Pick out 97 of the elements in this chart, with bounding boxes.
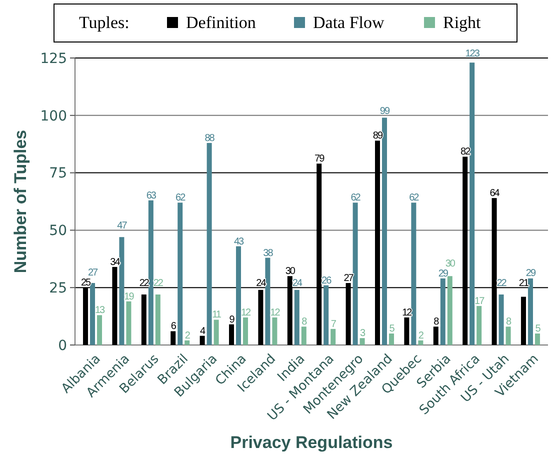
- data-label: 22: [139, 278, 150, 290]
- y-tick-label: 25: [49, 280, 67, 296]
- bar: [382, 118, 387, 345]
- data-label: 64: [490, 188, 500, 200]
- bar: [404, 317, 410, 345]
- bar: [126, 301, 132, 345]
- data-label: 62: [350, 192, 362, 204]
- data-label: 8: [434, 316, 440, 328]
- y-tick-label: 50: [49, 223, 67, 240]
- data-label: 12: [270, 307, 281, 318]
- data-label: 22: [153, 278, 164, 290]
- data-label: 17: [474, 296, 486, 307]
- data-label: 24: [292, 278, 303, 290]
- data-label: 5: [389, 324, 396, 335]
- bar: [294, 290, 300, 345]
- legend-label: Right: [443, 13, 482, 32]
- data-label: 22: [496, 278, 508, 290]
- bar: [528, 278, 533, 345]
- legend-title: Tuples:: [79, 13, 130, 32]
- bar: [236, 246, 242, 345]
- bar: [141, 294, 146, 345]
- data-label: 30: [445, 258, 456, 270]
- data-label: 29: [526, 268, 536, 280]
- bar: [119, 237, 124, 345]
- bar: [330, 328, 336, 345]
- bar: [184, 340, 190, 345]
- bar: [170, 331, 176, 345]
- data-label: 8: [506, 316, 512, 328]
- data-label: 43: [234, 236, 245, 248]
- y-tick-label: 125: [40, 50, 67, 67]
- data-label: 29: [438, 268, 449, 280]
- y-tick-label: 75: [49, 166, 67, 182]
- bar: [440, 278, 446, 345]
- data-label: 7: [330, 318, 337, 330]
- bar: [206, 142, 212, 345]
- data-label: 88: [204, 132, 216, 144]
- legend-label: Data Flow: [313, 13, 386, 32]
- bar: [470, 62, 475, 345]
- bar: [258, 290, 264, 345]
- data-label: 25: [80, 278, 92, 289]
- bar: [447, 276, 452, 345]
- data-label: 12: [240, 307, 252, 318]
- data-label: 12: [402, 307, 413, 318]
- bar: [433, 326, 438, 345]
- bar: [265, 258, 270, 345]
- data-label: 38: [263, 248, 274, 259]
- bar: [178, 202, 183, 345]
- data-label: 6: [170, 321, 177, 332]
- data-label: 5: [535, 324, 542, 335]
- y-axis-title: Number of Tuples: [11, 130, 30, 274]
- data-label: 79: [314, 154, 326, 165]
- bar: [498, 294, 504, 345]
- x-axis-title: Privacy Regulations: [230, 433, 393, 452]
- data-label: 2: [184, 330, 191, 342]
- data-label: 8: [302, 316, 308, 328]
- bar: [520, 296, 526, 345]
- bar: [324, 285, 329, 345]
- data-label: 47: [117, 220, 128, 232]
- bar: [148, 200, 154, 345]
- data-label: 27: [88, 268, 99, 279]
- data-label: 62: [409, 192, 420, 204]
- data-label: 123: [465, 48, 480, 60]
- bar: [352, 202, 358, 345]
- bar: [90, 283, 96, 345]
- data-label: 19: [124, 291, 135, 302]
- data-label: 34: [110, 256, 121, 268]
- bar: [301, 326, 306, 345]
- bar: [534, 334, 540, 345]
- data-label: 24: [256, 278, 267, 290]
- data-label: 11: [212, 310, 222, 321]
- y-tick-label: 100: [40, 108, 67, 124]
- bar: [200, 336, 205, 345]
- legend-label: Definition: [186, 13, 256, 32]
- y-tick-label: 0: [58, 338, 67, 354]
- data-label: 62: [176, 192, 186, 204]
- bar: [155, 294, 160, 345]
- data-label: 3: [360, 328, 366, 340]
- data-label: 4: [200, 326, 206, 337]
- data-label: 9: [229, 314, 236, 326]
- data-label: 63: [146, 190, 157, 202]
- data-label: 2: [418, 330, 424, 342]
- bar: [411, 202, 416, 345]
- bar: [97, 315, 102, 345]
- data-label: 99: [380, 106, 390, 117]
- bar: [418, 340, 424, 345]
- data-label: 27: [344, 273, 354, 284]
- bar: [506, 326, 511, 345]
- bar: [476, 306, 482, 345]
- bar: [243, 317, 248, 345]
- bar: [229, 324, 234, 345]
- data-label: 13: [94, 305, 106, 316]
- data-label: 26: [322, 275, 332, 286]
- data-label: 30: [285, 266, 296, 278]
- bar: [272, 317, 278, 345]
- bar: [360, 338, 365, 345]
- bar: [214, 320, 219, 345]
- bar: [388, 334, 394, 345]
